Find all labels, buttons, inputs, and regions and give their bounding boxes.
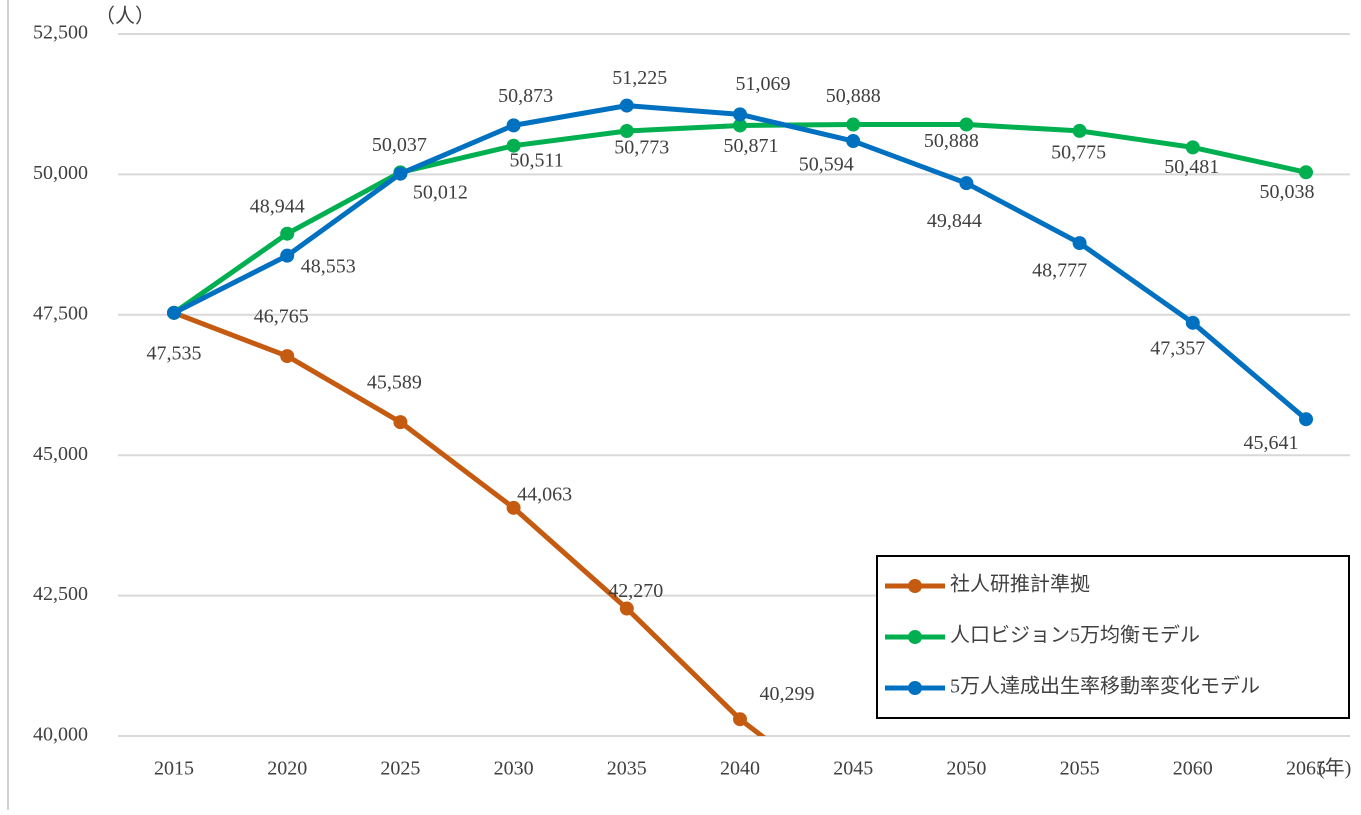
- point: [506, 118, 521, 133]
- point: [733, 107, 747, 122]
- data-label: 50,775: [1051, 141, 1106, 163]
- point: [280, 248, 295, 263]
- point: [846, 799, 860, 810]
- plot-area: [167, 98, 1313, 810]
- point: [167, 305, 181, 320]
- data-label: 40,299: [760, 683, 815, 705]
- y-tick-label: 45,000: [33, 443, 88, 465]
- point: [1185, 315, 1200, 330]
- data-label: 50,888: [924, 130, 979, 152]
- x-tick-label: 2050: [946, 758, 986, 780]
- point: [846, 117, 861, 132]
- x-tick-label: 2015: [154, 758, 194, 780]
- data-label: 50,511: [509, 149, 563, 171]
- point: [619, 123, 634, 138]
- legend-marker: [908, 630, 922, 644]
- y-tick-label: 42,500: [33, 583, 88, 605]
- y-tick-label: 52,500: [33, 22, 88, 44]
- point: [619, 601, 634, 616]
- point: [1072, 123, 1087, 138]
- data-label: 45,641: [1244, 432, 1299, 454]
- point: [846, 134, 861, 149]
- point: [959, 117, 974, 132]
- x-tick-label: 2065: [1286, 758, 1326, 780]
- x-tick-label: 2045: [833, 758, 873, 780]
- point: [506, 138, 521, 153]
- legend-box: [876, 555, 1350, 719]
- x-tick-label: 2020: [267, 758, 307, 780]
- x-unit: (年): [1318, 757, 1351, 780]
- data-label: 47,357: [1150, 337, 1205, 359]
- point: [959, 176, 974, 191]
- y-tick-label: 40,000: [33, 724, 88, 746]
- legend-marker: [908, 681, 922, 695]
- point: [1072, 236, 1087, 251]
- data-label: 51,225: [612, 67, 667, 89]
- data-label: 42,270: [608, 580, 663, 602]
- point: [733, 118, 747, 133]
- data-label: 48,553: [301, 255, 356, 277]
- data-label: 49,844: [927, 210, 982, 232]
- point: [280, 349, 295, 364]
- data-label: 50,871: [724, 135, 779, 157]
- point: [393, 415, 408, 430]
- data-label: 50,037: [372, 134, 427, 156]
- data-label: 48,944: [250, 195, 305, 217]
- data-label: 50,594: [799, 154, 854, 176]
- y-tick-label: 50,000: [33, 162, 88, 184]
- x-tick-label: 2035: [607, 758, 647, 780]
- x-tick-label: 2025: [380, 758, 420, 780]
- point: [1185, 140, 1200, 155]
- point: [1299, 412, 1313, 427]
- data-label: 51,069: [736, 73, 791, 95]
- point: [393, 166, 408, 181]
- data-label: 44,063: [517, 483, 572, 505]
- x-tick-label: 2060: [1173, 758, 1213, 780]
- point: [733, 712, 747, 727]
- data-label: 50,773: [614, 137, 669, 159]
- point: [506, 500, 521, 515]
- legend-label: 人口ビジョン5万均衡モデル: [950, 624, 1200, 647]
- data-label: 50,012: [413, 181, 468, 203]
- data-label: 45,589: [367, 372, 422, 394]
- data-label: 50,481: [1164, 156, 1219, 178]
- x-tick-label: 2030: [494, 758, 534, 780]
- point: [280, 226, 295, 241]
- data-label: 50,888: [826, 85, 881, 107]
- point: [1299, 165, 1313, 180]
- legend-label: 5万人達成出生率移動率変化モデル: [950, 675, 1260, 698]
- data-label: 47,535: [147, 342, 202, 364]
- legend-marker: [908, 579, 922, 593]
- series-line: [173, 310, 766, 736]
- point: [619, 98, 634, 113]
- x-tick-label: 2055: [1060, 758, 1100, 780]
- data-label: 48,777: [1032, 260, 1087, 282]
- y-unit: （人）: [95, 5, 155, 28]
- data-label: 50,038: [1260, 181, 1315, 203]
- legend-label: 社人研推計準拠: [950, 573, 1090, 596]
- data-label: 46,765: [254, 306, 309, 328]
- y-tick-label: 47,500: [33, 302, 88, 324]
- data-label: 50,873: [498, 85, 553, 107]
- x-tick-label: 2040: [720, 758, 760, 780]
